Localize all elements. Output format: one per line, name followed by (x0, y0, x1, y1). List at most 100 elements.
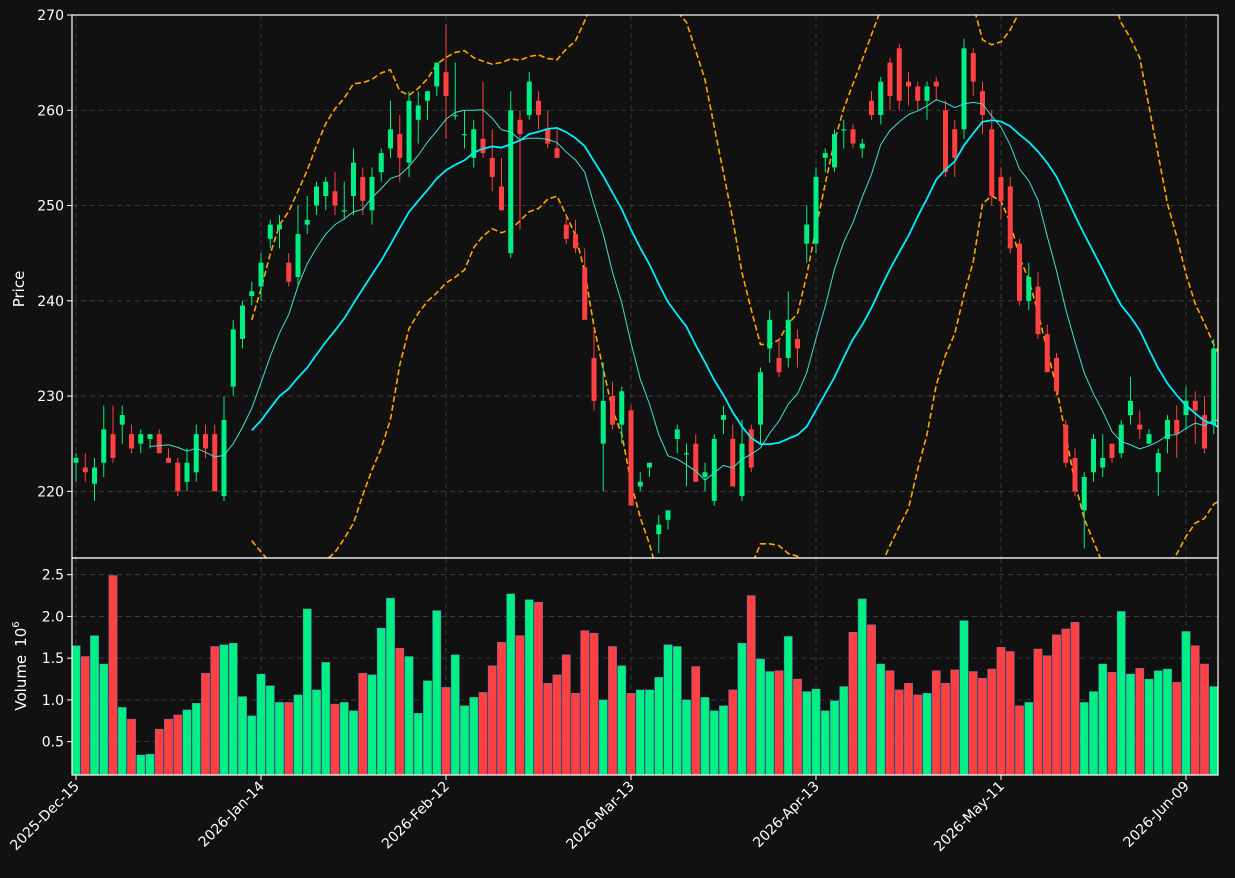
candle-body (119, 415, 125, 425)
volume-bar (1070, 622, 1080, 775)
candle-body (943, 110, 948, 173)
price-tick-label: 220 (37, 484, 64, 500)
candle-body (1146, 434, 1152, 444)
candle-body (878, 81, 884, 116)
candle (767, 310, 773, 363)
volume-bar (941, 682, 950, 775)
candle-body (1118, 424, 1124, 454)
volume-bar (1024, 702, 1034, 775)
candle-body (406, 100, 412, 163)
candle-body (776, 357, 782, 373)
candle (82, 453, 88, 482)
candle-body (101, 429, 107, 463)
volume-bar (72, 645, 81, 775)
volume-bar (478, 692, 488, 775)
candle-body (1100, 457, 1106, 468)
volume-bar (1079, 702, 1089, 775)
volume-bar (441, 687, 451, 775)
candle (573, 219, 578, 254)
candle-body (1155, 453, 1161, 473)
candle-body (887, 62, 893, 96)
candle (647, 462, 652, 478)
volume-bar (1116, 611, 1126, 775)
volume-bar (293, 694, 303, 775)
upper-band-line (250, 15, 1218, 354)
candle-body (129, 434, 134, 449)
candle-body (1211, 348, 1217, 425)
candle (462, 110, 467, 149)
candle (721, 405, 726, 435)
volume-bar (182, 709, 192, 775)
candle (1109, 443, 1115, 463)
candle-body (906, 81, 911, 87)
candle-body (998, 176, 1004, 201)
price-y-ticks: 220 230 240 250 260 270 (37, 8, 72, 500)
volume-bar (950, 669, 960, 775)
volume-bar (719, 705, 728, 775)
candle-body (517, 119, 523, 135)
volume-bar (1172, 682, 1182, 775)
volume-axis-label: Volume 106 (11, 621, 30, 710)
candle-body (1007, 186, 1013, 249)
volume-bar (561, 654, 571, 775)
volume-bar (709, 710, 719, 775)
candle-body (1017, 243, 1022, 301)
volume-bar (1098, 663, 1108, 775)
candle-body (156, 434, 162, 454)
volume-bar (996, 647, 1006, 775)
volume-bar (450, 654, 460, 775)
candle-body (656, 524, 662, 535)
candle-body (785, 319, 791, 358)
candle (230, 319, 236, 397)
volume-tick-label: 1.5 (42, 651, 64, 667)
volume-bar (386, 597, 395, 775)
candle-body (304, 219, 310, 225)
candle (656, 515, 662, 554)
volume-bar (1163, 668, 1172, 775)
candle (415, 91, 421, 144)
candle-body (758, 372, 763, 425)
candle-body (249, 291, 255, 297)
candle (933, 76, 939, 101)
candle-body (147, 434, 153, 439)
volume-bar (959, 620, 969, 775)
volume-plot-area (72, 575, 1218, 775)
volume-bar (1181, 631, 1191, 775)
volume-bar (543, 682, 553, 775)
volume-bar (663, 644, 673, 775)
candle-body (545, 129, 551, 144)
candle (304, 196, 310, 235)
candle-body (452, 115, 458, 117)
candle-body (795, 338, 800, 349)
candle-body (258, 262, 264, 287)
volume-bar (515, 635, 525, 775)
candle-body (388, 129, 393, 149)
candle (1137, 410, 1143, 439)
volume-bar (173, 714, 183, 775)
candle (813, 167, 819, 254)
candle-body (684, 453, 689, 455)
candle-body (859, 143, 865, 149)
candle (1211, 338, 1217, 435)
candle (758, 367, 763, 444)
candle (693, 434, 699, 482)
volume-bar (1153, 670, 1163, 775)
volume-axis-label-text: Volume (12, 655, 30, 711)
volume-bar (746, 595, 756, 775)
volume-bar (802, 691, 812, 775)
candle-body (1035, 286, 1041, 335)
volume-bar (904, 682, 913, 775)
candle-body (674, 429, 680, 439)
candle-body (693, 443, 699, 482)
candle-body (203, 434, 208, 449)
volume-bar (691, 666, 701, 775)
volume-panel-frame (71, 557, 1219, 776)
volume-bar (672, 646, 682, 775)
candle (314, 181, 319, 216)
candle (471, 119, 477, 168)
candle (711, 434, 717, 506)
volume-bar (487, 665, 497, 775)
volume-bar (978, 677, 987, 775)
volume-bar (210, 646, 220, 775)
candle-body (240, 305, 245, 339)
